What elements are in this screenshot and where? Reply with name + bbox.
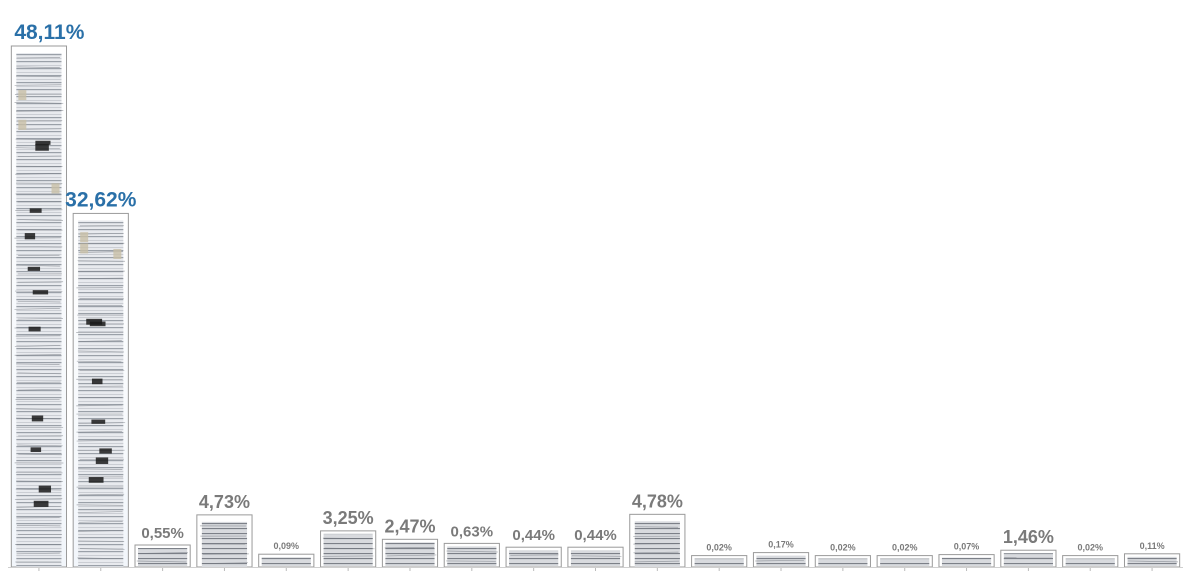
bar-9 [505, 546, 562, 568]
bar-5 [258, 553, 315, 568]
bar-label-8: 0,63% [451, 523, 494, 540]
bar-label-6: 3,25% [323, 508, 374, 528]
bar-label-1: 48,11% [14, 21, 84, 44]
bar-label-11: 4,78% [632, 491, 683, 511]
bar-label-16: 0,07% [954, 542, 980, 552]
bar-13 [752, 552, 810, 568]
bar-6 [320, 530, 377, 568]
bar-label-4: 4,73% [199, 492, 250, 512]
bar-11 [629, 513, 686, 568]
bar-4 [196, 514, 253, 568]
bar-label-12: 0,02% [706, 543, 732, 553]
bar-label-14: 0,02% [830, 543, 856, 553]
bar-19 [1123, 553, 1181, 568]
bar-12 [691, 555, 748, 568]
bar-15 [876, 555, 933, 568]
bar-label-15: 0,02% [892, 543, 918, 553]
bar-2 [72, 212, 129, 568]
bar-10 [567, 546, 624, 568]
bar-label-3: 0,55% [141, 525, 184, 542]
bar-18 [1062, 555, 1119, 568]
bar-1 [10, 45, 68, 568]
bar-3 [134, 544, 191, 568]
bar-17 [1000, 549, 1057, 568]
labels-group: 48,11% 32,62% 0,55% 4,73% 0,09% 3,25% 2,47% 0,6… [14, 21, 1164, 553]
bar-label-9: 0,44% [512, 527, 555, 544]
bar-label-2: 32,62% [65, 188, 137, 211]
bar-label-5: 0,09% [274, 541, 300, 551]
bar-8 [443, 542, 500, 568]
bar-label-19: 0,11% [1140, 541, 1165, 551]
bar-14 [814, 555, 871, 568]
baseline-ticks [8, 567, 1183, 571]
bar-label-18: 0,02% [1077, 543, 1103, 553]
bar-label-13: 0,17% [768, 540, 794, 550]
bar-7 [381, 538, 439, 568]
bar-label-17: 1,46% [1003, 527, 1054, 547]
bar-label-7: 2,47% [384, 516, 435, 536]
bar-16 [938, 554, 995, 568]
bars-group [10, 45, 1181, 568]
bar-label-10: 0,44% [574, 527, 617, 544]
